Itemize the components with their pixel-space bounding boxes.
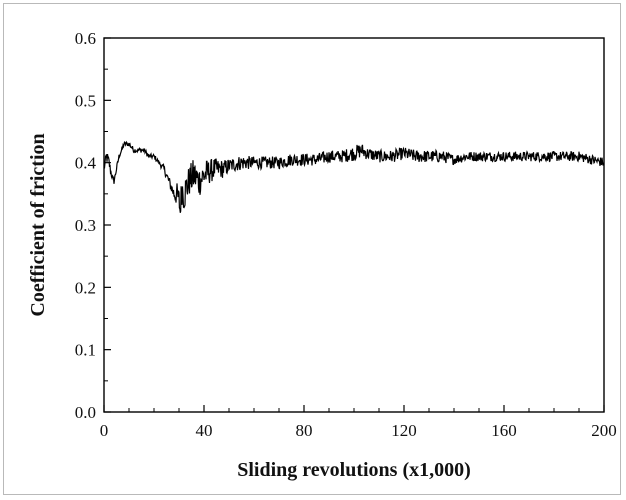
y-axis-title: Coefficient of friction	[27, 133, 49, 316]
x-tick-label: 80	[296, 421, 313, 440]
y-ticks: 0.0 0.1 0.2 0.3 0.4 0.5 0.6	[75, 29, 111, 422]
x-tick-label: 200	[591, 421, 617, 440]
x-tick-label: 160	[491, 421, 517, 440]
figure-frame	[3, 3, 621, 495]
x-axis-title: Sliding revolutions (x1,000)	[237, 459, 471, 481]
friction-series-line	[103, 140, 605, 213]
y-tick-label: 0.4	[75, 154, 97, 173]
y-tick-label: 0.1	[75, 341, 96, 360]
y-tick-label: 0.3	[75, 216, 96, 235]
x-tick-label: 0	[100, 421, 109, 440]
x-ticks: 0 40 80 120 160 200	[100, 405, 617, 440]
x-tick-label: 120	[391, 421, 417, 440]
y-tick-label: 0.2	[75, 278, 96, 297]
plot-frame	[103, 37, 605, 413]
y-tick-label: 0.5	[75, 91, 96, 110]
y-tick-label: 0.0	[75, 403, 96, 422]
x-tick-label: 40	[196, 421, 213, 440]
y-tick-label: 0.6	[75, 29, 96, 48]
